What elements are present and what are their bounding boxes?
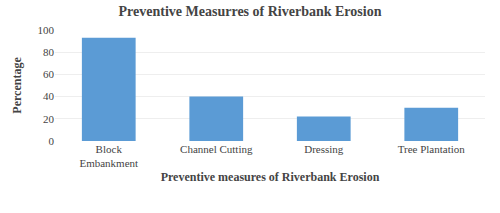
svg-text:BlockEmbankment: BlockEmbankment xyxy=(79,143,138,169)
svg-text:40: 40 xyxy=(43,90,55,102)
svg-text:80: 80 xyxy=(43,46,55,58)
svg-text:100: 100 xyxy=(38,24,55,36)
svg-text:Channel Cutting: Channel Cutting xyxy=(180,143,253,155)
svg-text:Percentage: Percentage xyxy=(10,57,24,114)
svg-text:0: 0 xyxy=(49,135,55,147)
svg-text:20: 20 xyxy=(43,113,55,125)
svg-text:Preventive measures of Riverba: Preventive measures of Riverbank Erosion xyxy=(161,170,380,184)
svg-text:Dressing: Dressing xyxy=(304,143,344,155)
svg-text:60: 60 xyxy=(43,68,55,80)
svg-text:Tree Plantation: Tree Plantation xyxy=(398,143,466,155)
svg-text:Preventive Measurres of Riverb: Preventive Measurres of Riverbank Erosio… xyxy=(119,4,382,19)
